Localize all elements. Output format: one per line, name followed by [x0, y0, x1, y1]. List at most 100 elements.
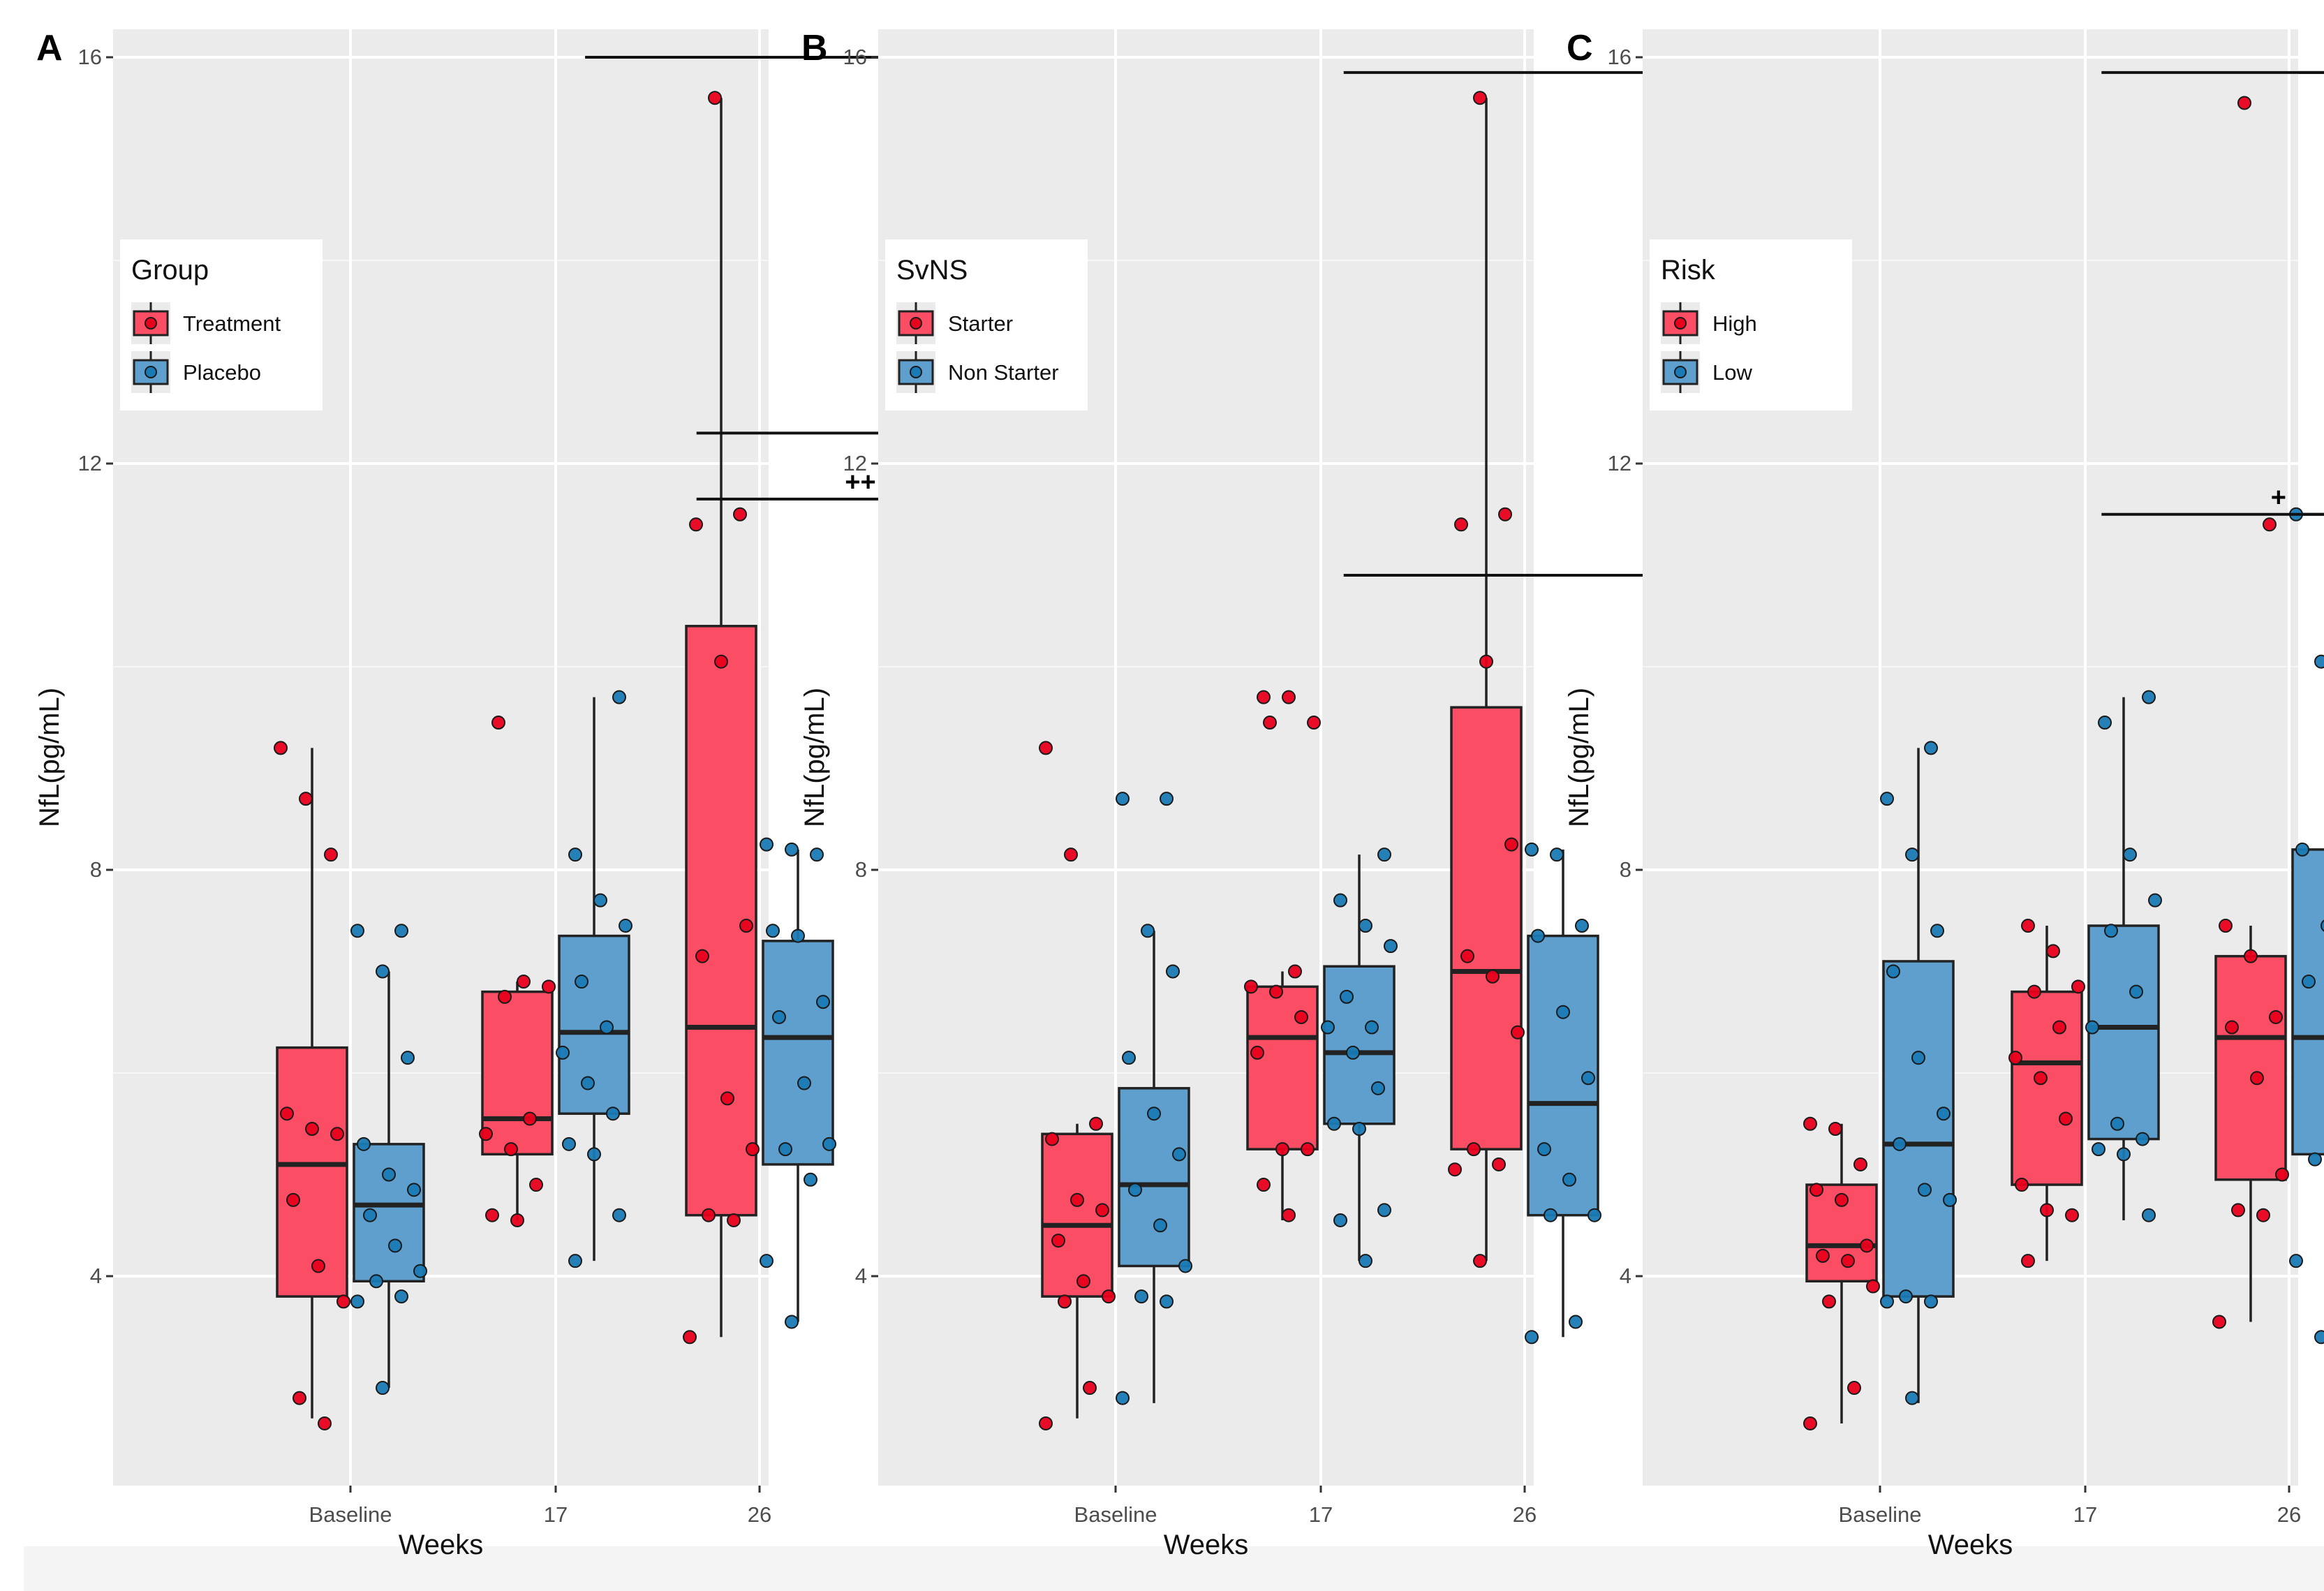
data-point [2212, 1315, 2226, 1329]
data-point [2148, 893, 2162, 908]
data-point [1346, 1045, 1360, 1060]
data-point [2071, 979, 2085, 994]
data-point [2244, 949, 2258, 963]
data-point [1822, 1294, 1836, 1309]
data-point [1918, 1183, 1932, 1197]
data-point [2110, 1116, 2124, 1131]
box-placebo-26 [760, 837, 836, 1329]
data-point [1384, 939, 1398, 954]
legend-title: Risk [1661, 255, 1716, 286]
data-point [1866, 1279, 1880, 1294]
data-point [2314, 1330, 2324, 1345]
box-iqr [276, 1046, 348, 1298]
data-point [746, 1142, 760, 1157]
data-point [376, 964, 390, 979]
data-point [1160, 792, 1174, 806]
data-point [1531, 928, 1545, 943]
data-point [1166, 964, 1180, 979]
box-placebo-baseline [350, 924, 427, 1396]
data-point [708, 91, 722, 105]
data-point [739, 919, 753, 933]
data-point [2085, 1020, 2099, 1035]
data-point [1172, 1147, 1186, 1162]
y-tick-label: 12 [1608, 451, 1631, 475]
data-point [1178, 1259, 1192, 1273]
data-point [727, 1213, 741, 1227]
data-point [785, 1315, 799, 1329]
data-point [1492, 1157, 1506, 1171]
data-point [1525, 1330, 1539, 1345]
data-point [1930, 924, 1944, 938]
data-point [1544, 1208, 1557, 1222]
data-point [683, 1330, 697, 1345]
box-non-starter-26 [1525, 842, 1601, 1345]
data-point [2136, 1132, 2149, 1146]
data-point [280, 1107, 294, 1121]
data-point [1467, 1142, 1481, 1157]
data-point [785, 842, 799, 857]
data-point [1905, 1391, 1919, 1405]
x-axis-title: Weeks [1928, 1530, 2013, 1560]
data-point [1039, 1416, 1053, 1430]
data-point [1803, 1116, 1817, 1131]
significance-label: ++ [845, 468, 875, 497]
y-tick-label: 4 [90, 1264, 102, 1288]
data-point [2142, 1208, 2156, 1222]
legend-entry-label: Low [1712, 360, 1752, 385]
data-point [394, 924, 408, 938]
box-treatment-17 [479, 716, 556, 1227]
data-point [1352, 1122, 1366, 1137]
data-point [1102, 1289, 1116, 1304]
box-low-17 [2085, 690, 2162, 1222]
data-point [1340, 989, 1354, 1004]
data-point [529, 1178, 543, 1192]
data-point [1828, 1122, 1842, 1137]
data-point [581, 1076, 595, 1090]
legend-key [131, 302, 170, 344]
legend: SvNS Starter Non Starter [885, 239, 1088, 410]
box-high-26 [2212, 96, 2289, 1329]
data-point [1473, 1254, 1487, 1268]
data-point [2308, 1152, 2322, 1167]
box-non-starter-17 [1321, 848, 1398, 1268]
data-point [1263, 716, 1277, 730]
data-point [822, 1137, 836, 1151]
data-point [1377, 1203, 1391, 1218]
data-point [714, 654, 728, 669]
data-point [2263, 517, 2277, 532]
data-point [1937, 1107, 1951, 1121]
data-point [1147, 1107, 1161, 1121]
data-point [510, 1213, 524, 1227]
data-point [1905, 848, 1919, 862]
data-point [1454, 517, 1468, 532]
data-point [778, 1142, 792, 1157]
data-point [350, 1294, 364, 1309]
data-point [791, 928, 805, 943]
box-iqr [1323, 965, 1396, 1125]
data-point [394, 1289, 408, 1304]
data-point [1486, 969, 1500, 984]
legend-title: SvNS [896, 255, 968, 286]
data-point [1089, 1116, 1103, 1131]
data-point [299, 792, 313, 806]
box-high-17 [2008, 919, 2085, 1268]
data-point [2046, 944, 2060, 959]
box-low-26 [2289, 507, 2324, 1345]
data-point [619, 919, 632, 933]
data-point [350, 924, 364, 938]
y-axis-title: NfL(pg/mL) [799, 688, 830, 827]
box-iqr [2214, 954, 2287, 1181]
data-point [1153, 1218, 1167, 1233]
data-point [587, 1147, 601, 1162]
data-point [336, 1294, 350, 1309]
data-point [1070, 1192, 1084, 1207]
legend-entry-label: High [1712, 311, 1757, 336]
box-iqr [2291, 848, 2324, 1156]
data-point [2142, 690, 2156, 704]
data-point [772, 1009, 786, 1024]
data-point [2027, 984, 2041, 999]
panel-A: 481216Baseline1726WeeksNfL(pg/mL)A++++++… [34, 27, 1385, 1560]
box-treatment-baseline [274, 741, 350, 1430]
data-point [1835, 1192, 1849, 1207]
data-point [2269, 1009, 2283, 1024]
